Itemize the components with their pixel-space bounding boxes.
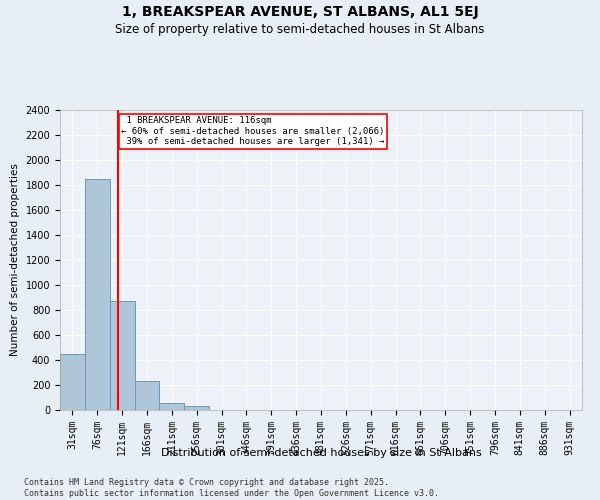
Bar [160,403,184,410]
Bar [134,380,160,410]
Y-axis label: Number of semi-detached properties: Number of semi-detached properties [10,164,20,356]
Bar [184,406,209,410]
Bar [85,179,110,410]
Text: Size of property relative to semi-detached houses in St Albans: Size of property relative to semi-detach… [115,22,485,36]
Text: Contains HM Land Registry data © Crown copyright and database right 2025.
Contai: Contains HM Land Registry data © Crown c… [24,478,439,498]
Text: 1, BREAKSPEAR AVENUE, ST ALBANS, AL1 5EJ: 1, BREAKSPEAR AVENUE, ST ALBANS, AL1 5EJ [122,5,478,19]
Bar [60,354,85,410]
Text: 1 BREAKSPEAR AVENUE: 116sqm
← 60% of semi-detached houses are smaller (2,066)
 3: 1 BREAKSPEAR AVENUE: 116sqm ← 60% of sem… [121,116,385,146]
Bar [110,301,134,410]
Text: Distribution of semi-detached houses by size in St Albans: Distribution of semi-detached houses by … [161,448,481,458]
